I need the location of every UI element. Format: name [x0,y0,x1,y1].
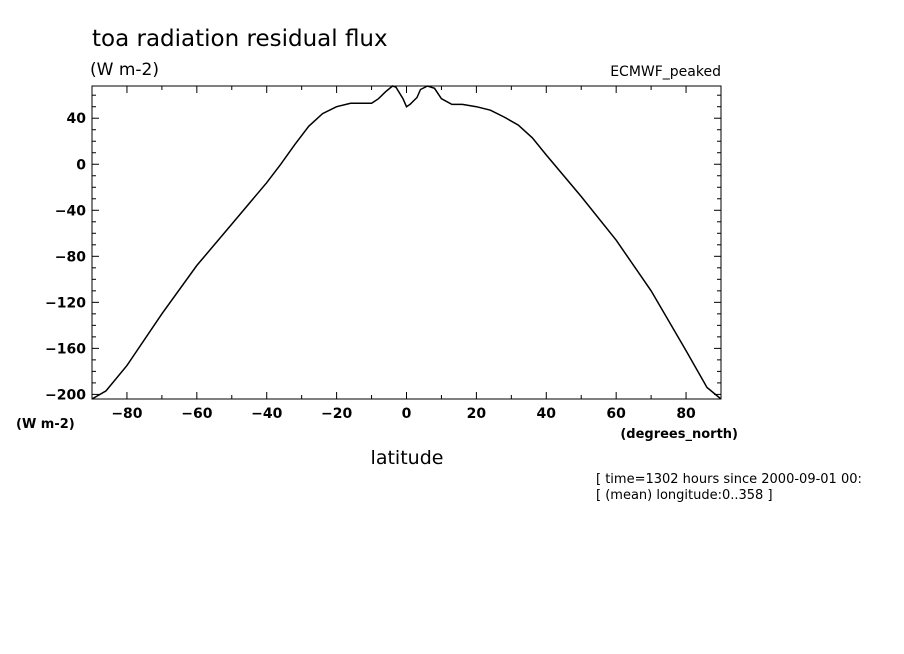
annotation-longitude: [ (mean) longitude:0..358 ] [596,488,773,503]
y-tick-label: −160 [45,341,86,357]
model-label: ECMWF_peaked [610,64,721,80]
y-tick-label: −80 [55,249,86,265]
x-tick-label: 20 [467,406,487,422]
title-units: (W m-2) [90,60,159,80]
series-line [91,85,722,400]
x-tick-label: 40 [537,406,557,422]
y-axis-ticks: −200 −160 −120 −80 −40 0 40 [45,94,721,403]
x-tick-label: 80 [676,406,696,422]
x-tick-label: 0 [402,406,412,422]
x-tick-label: −80 [111,406,142,422]
plot-frame [91,85,722,400]
x-tick-label: −40 [251,406,282,422]
x-tick-label: −60 [181,406,212,422]
y-tick-label: 0 [76,157,86,173]
x-tick-label: −20 [321,406,352,422]
y-tick-label: −120 [45,295,86,311]
chart-title: toa radiation residual flux [92,26,388,52]
annotation-time: [ time=1302 hours since 2000-09-01 00: [596,472,862,487]
x-axis-units: (degrees_north) [620,427,738,442]
y-axis-units: (W m-2) [16,417,75,432]
x-tick-label: 60 [606,406,626,422]
y-tick-label: 40 [67,111,87,127]
x-axis-ticks: −80 −60 −40 −20 0 20 40 60 80 [111,86,696,422]
y-tick-label: −200 [45,387,86,403]
y-tick-label: −40 [55,203,86,219]
x-axis-label: latitude [371,447,444,469]
